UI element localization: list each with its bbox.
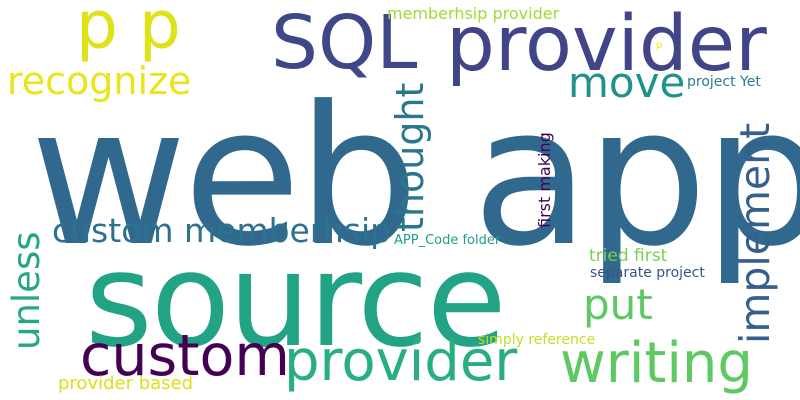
word-p-p: p p: [76, 0, 181, 64]
word-app-code-folder: APP_Code folder: [394, 233, 501, 248]
word-provider-based: provider based: [58, 373, 194, 394]
word-implement: implement: [731, 122, 779, 344]
word-provider-bottom: provider: [284, 329, 518, 394]
word-recognize: recognize: [7, 59, 192, 103]
word-tried-first: tried first: [589, 246, 668, 266]
word-writing: writing: [560, 331, 753, 396]
word-provider-top: provider: [446, 0, 767, 89]
word-put: put: [583, 280, 653, 329]
word-p-small: p: [656, 40, 663, 51]
word-unless: unless: [5, 231, 48, 351]
word-web-app: web app: [30, 66, 800, 289]
word-custom: custom: [80, 323, 290, 389]
word-thought: thought: [388, 82, 432, 232]
word-memberhsip-provider: memberhsip provider: [387, 4, 560, 23]
word-source: source: [85, 224, 507, 376]
word-separate-project: separate project: [590, 265, 705, 281]
word-simply-reference: simply reference: [478, 332, 596, 348]
word-project-yet: project Yet: [687, 74, 761, 90]
word-custom-memberhsip: custom memberhsip: [52, 211, 392, 250]
word-first-making: first making: [535, 132, 554, 228]
word-sql: SQL: [271, 0, 418, 86]
word-move: move: [568, 58, 686, 107]
